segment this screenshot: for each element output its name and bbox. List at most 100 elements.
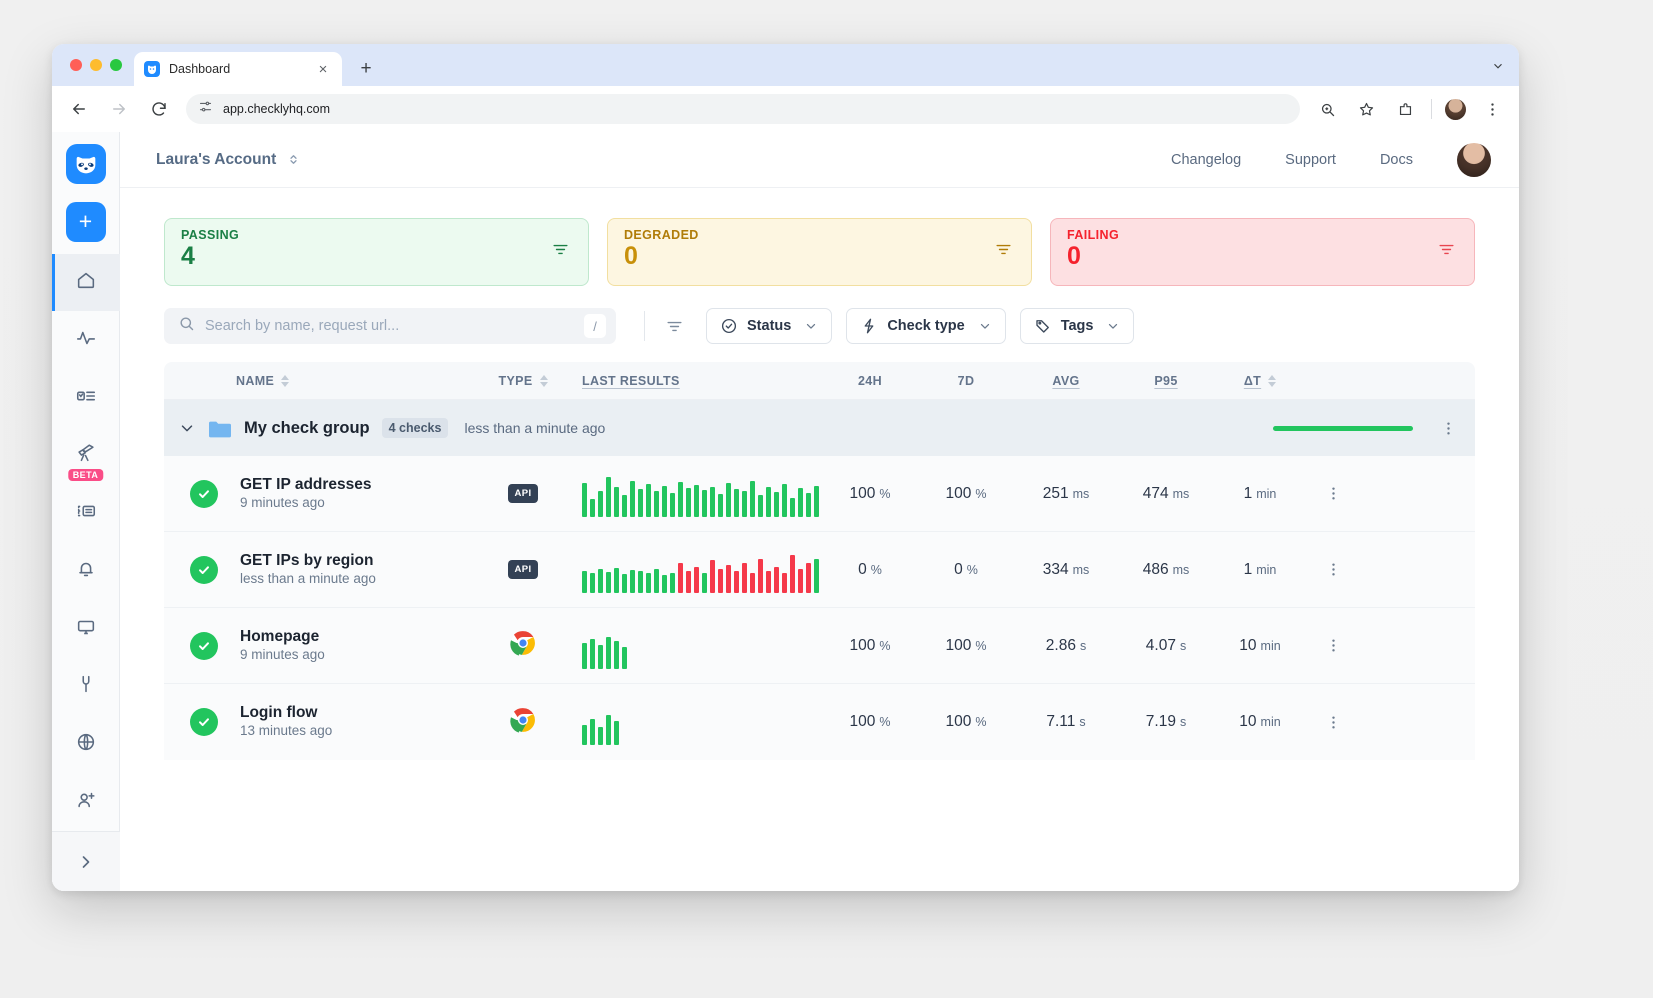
check-group-row[interactable]: My check group 4 checks less than a minu… <box>164 400 1475 456</box>
activity-icon <box>75 327 97 354</box>
column-header-label: ΔT <box>1243 373 1262 388</box>
browser-tab[interactable]: Dashboard × <box>134 52 342 86</box>
status-card-passing[interactable]: PASSING 4 <box>164 218 589 286</box>
sidebar-item-dashboards[interactable] <box>52 485 120 543</box>
minimize-window-button[interactable] <box>90 59 102 71</box>
column-header-avg[interactable]: AVG <box>1014 374 1118 388</box>
reload-icon[interactable] <box>146 96 172 122</box>
sidebar-item-invite[interactable] <box>52 774 120 832</box>
kebab-menu-icon[interactable] <box>1306 714 1360 731</box>
sidebar-item-telescope[interactable]: BETA <box>52 427 120 485</box>
status-card-failing[interactable]: FAILING 0 <box>1050 218 1475 286</box>
metric-avg: 334 ms <box>1014 561 1118 579</box>
expand-sidebar-button[interactable] <box>52 831 120 891</box>
search-input[interactable] <box>205 318 574 334</box>
search-box[interactable]: / <box>164 308 616 344</box>
back-icon[interactable] <box>66 96 92 122</box>
table-row[interactable]: GET IPs by region less than a minute ago… <box>164 532 1475 608</box>
sparkline-bar <box>598 727 603 745</box>
checkly-raccoon-logo[interactable] <box>65 144 106 184</box>
profile-avatar[interactable] <box>1445 98 1466 120</box>
sort-icon[interactable] <box>1268 374 1277 387</box>
check-name-cell[interactable]: GET IP addresses 9 minutes ago <box>164 476 464 512</box>
metric-7d: 100 % <box>918 637 1014 655</box>
check-name-cell[interactable]: GET IPs by region less than a minute ago <box>164 552 464 588</box>
extensions-icon[interactable] <box>1392 96 1418 122</box>
sparkline[interactable] <box>582 471 822 517</box>
site-settings-icon[interactable] <box>198 99 213 119</box>
sidebar-item-home[interactable] <box>52 253 120 312</box>
table-row[interactable]: GET IP addresses 9 minutes ago API 100 %… <box>164 456 1475 532</box>
sidebar-item-status-pages[interactable] <box>52 600 120 658</box>
bookmark-star-icon[interactable] <box>1353 96 1379 122</box>
chevron-down-icon[interactable] <box>178 419 204 437</box>
kebab-menu-icon[interactable] <box>1306 561 1360 578</box>
check-name-cell[interactable]: Homepage 9 minutes ago <box>164 628 464 664</box>
topbar-link-changelog[interactable]: Changelog <box>1171 151 1242 168</box>
filter-icon[interactable] <box>551 240 570 264</box>
chevron-down-icon[interactable] <box>1491 59 1505 78</box>
close-icon[interactable]: × <box>318 60 328 78</box>
filter-icon[interactable] <box>1437 240 1456 264</box>
column-header-last-results[interactable]: LAST RESULTS <box>582 374 822 388</box>
browser-window: Dashboard × + app.checklyhq.com <box>52 44 1519 891</box>
window-controls[interactable] <box>66 44 134 86</box>
status-card-label: PASSING <box>181 228 240 242</box>
sidebar-item-locations[interactable] <box>52 716 120 774</box>
table-row[interactable]: Homepage 9 minutes ago 100 % 100 % 2.86 … <box>164 608 1475 684</box>
sparkline-bar <box>654 490 659 517</box>
chevron-up-down-icon[interactable] <box>286 152 301 167</box>
check-last-run: 9 minutes ago <box>240 646 325 662</box>
app-topbar: Laura's Account Changelog Support Docs <box>120 132 1519 188</box>
sparkline-bar <box>750 480 755 517</box>
topbar-link-support[interactable]: Support <box>1285 151 1336 168</box>
topbar-link-docs[interactable]: Docs <box>1379 151 1413 168</box>
sparkline-bar <box>614 640 619 669</box>
metric-delta-t-unit: min <box>1256 486 1277 501</box>
user-avatar[interactable] <box>1457 142 1491 177</box>
sort-icon[interactable] <box>539 374 548 387</box>
kebab-menu-icon[interactable] <box>1306 485 1360 502</box>
check-group-count-badge: 4 checks <box>381 418 449 438</box>
metric-p95-unit: ms <box>1172 562 1190 577</box>
create-new-button[interactable]: + <box>65 201 106 242</box>
sparkline[interactable] <box>582 699 822 745</box>
new-tab-button[interactable]: + <box>360 58 372 79</box>
sidebar-item-checks-list[interactable] <box>52 369 120 427</box>
sidebar-item-alerts[interactable] <box>52 542 120 600</box>
status-badge <box>190 479 218 508</box>
zoom-icon[interactable] <box>1314 96 1340 122</box>
sparkline[interactable] <box>582 547 822 593</box>
sparkline-bar <box>702 489 707 517</box>
sidebar-item-activity[interactable] <box>52 311 120 369</box>
filter-pill-check-type[interactable]: Check type <box>846 308 1006 344</box>
sort-icon[interactable] <box>281 374 290 387</box>
sparkline-bar <box>718 493 723 517</box>
filter-pill-tags[interactable]: Tags <box>1019 308 1135 344</box>
sparkline-bar <box>590 498 595 517</box>
maximize-window-button[interactable] <box>110 59 122 71</box>
column-header-delta-t[interactable]: ΔT <box>1214 374 1306 388</box>
table-row[interactable]: Login flow 13 minutes ago 100 % 100 % 7.… <box>164 684 1475 760</box>
sparkline-bar <box>694 566 699 593</box>
sparkline-bar <box>614 721 619 745</box>
chrome-menu-icon[interactable] <box>1479 96 1505 122</box>
check-name-cell[interactable]: Login flow 13 minutes ago <box>164 704 464 740</box>
address-bar[interactable]: app.checklyhq.com <box>186 94 1300 124</box>
status-card-degraded[interactable]: DEGRADED 0 <box>607 218 1032 286</box>
maintenance-wrench-icon <box>75 673 97 700</box>
column-header-p95[interactable]: P95 <box>1118 374 1214 388</box>
filter-icon[interactable] <box>665 317 684 336</box>
kebab-menu-icon[interactable] <box>1306 637 1360 654</box>
column-header-type[interactable]: TYPE <box>464 374 582 388</box>
column-header-name[interactable]: NAME <box>164 374 464 388</box>
sparkline-bar <box>774 566 779 593</box>
sparkline[interactable] <box>582 623 822 669</box>
kebab-menu-icon[interactable] <box>1421 420 1475 437</box>
check-name: Login flow <box>240 704 318 721</box>
sidebar-item-maintenance[interactable] <box>52 658 120 716</box>
filter-icon[interactable] <box>994 240 1013 264</box>
close-window-button[interactable] <box>70 59 82 71</box>
forward-icon[interactable] <box>106 96 132 122</box>
filter-pill-status[interactable]: Status <box>706 308 833 344</box>
